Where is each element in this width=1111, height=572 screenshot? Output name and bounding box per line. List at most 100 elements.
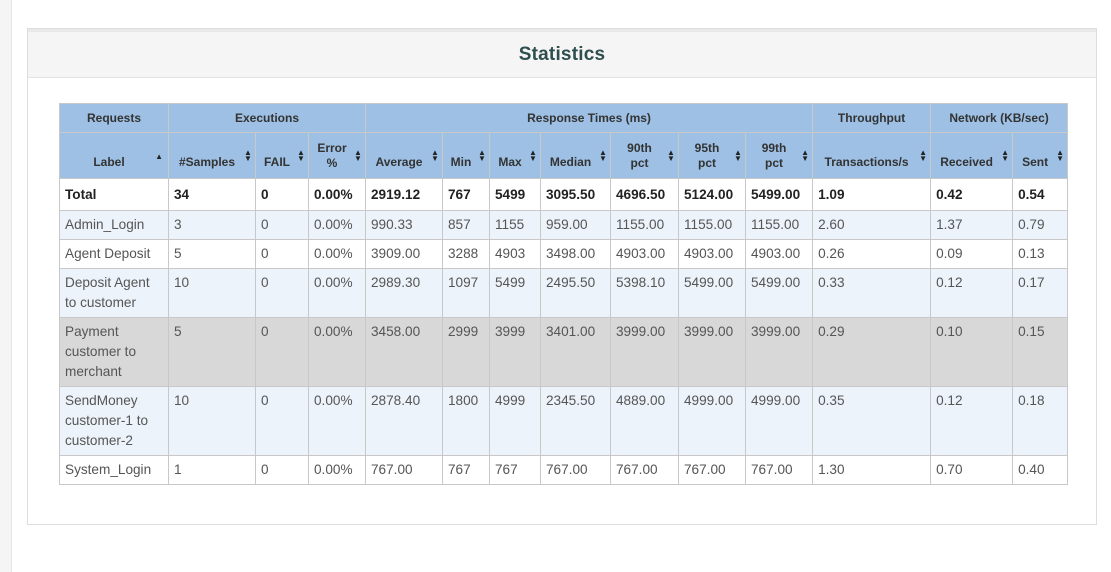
cell-transactions: 0.33 (812, 268, 932, 318)
sort-icon: ▲ ▼ (529, 147, 537, 163)
column-header-label[interactable]: Label ▲ (59, 132, 169, 179)
cell-samples: 1 (168, 455, 256, 485)
cell-error-pct: 0.00% (308, 455, 366, 485)
total-row: Total 34 0 0.00% 2919.12 767 5499 3095.5… (59, 178, 1069, 211)
cell-label: Agent Deposit (59, 239, 169, 269)
column-header-sent[interactable]: Sent ▲ ▼ (1012, 132, 1069, 179)
column-header-average-text: Average (375, 155, 423, 169)
cell-received: 1.37 (930, 210, 1014, 240)
cell-label: Deposit Agent to customer (59, 268, 169, 318)
sort-ascending-icon: ▲ (155, 151, 163, 161)
cell-average: 3909.00 (365, 239, 443, 269)
cell-min: 767 (442, 455, 490, 485)
column-header-min-text: Min (450, 155, 472, 169)
column-header-error-pct[interactable]: Error % ▲ ▼ (308, 132, 366, 179)
cell-fail: 0 (255, 268, 309, 318)
cell-p90: 3999.00 (610, 317, 679, 387)
cell-error-pct: 0.00% (308, 386, 366, 456)
cell-fail: 0 (255, 239, 309, 269)
cell-samples: 10 (168, 386, 256, 456)
column-header-p99[interactable]: 99th pct ▲ ▼ (744, 132, 814, 179)
cell-received: 0.12 (930, 268, 1014, 318)
cell-sent: 0.54 (1012, 178, 1069, 211)
column-header-p99-text: 99th pct (762, 141, 787, 171)
cell-p95: 5499.00 (678, 268, 746, 318)
column-header-min[interactable]: Min ▲ ▼ (442, 132, 490, 179)
column-header-median[interactable]: Median ▲ ▼ (540, 132, 611, 179)
column-header-sent-text: Sent (1022, 155, 1049, 169)
cell-max: 3999 (489, 317, 541, 387)
sort-icon: ▲ ▼ (297, 147, 305, 163)
sort-icon: ▲ ▼ (734, 147, 742, 163)
table-row: Agent Deposit 5 0 0.00% 3909.00 3288 490… (59, 239, 1069, 269)
column-header-p95-text: 95th pct (695, 141, 720, 171)
cell-average: 2878.40 (365, 386, 443, 456)
error-pct-line1: Error (317, 140, 347, 155)
cell-min: 2999 (442, 317, 490, 387)
group-header-network: Network (KB/sec) (930, 103, 1069, 133)
cell-median: 2495.50 (540, 268, 611, 318)
cell-p99: 5499.00 (744, 268, 814, 318)
group-header-throughput: Throughput (812, 103, 932, 133)
cell-p99: 767.00 (744, 455, 814, 485)
column-header-received[interactable]: Received ▲ ▼ (930, 132, 1014, 179)
table-row: Deposit Agent to customer 10 0 0.00% 298… (59, 268, 1069, 318)
cell-received: 0.10 (930, 317, 1014, 387)
cell-p95: 1155.00 (678, 210, 746, 240)
cell-average: 2989.30 (365, 268, 443, 318)
cell-sent: 0.79 (1012, 210, 1069, 240)
p95-line2: pct (698, 155, 716, 170)
cell-transactions: 2.60 (812, 210, 932, 240)
cell-median: 767.00 (540, 455, 611, 485)
column-header-p90[interactable]: 90th pct ▲ ▼ (610, 132, 679, 179)
cell-p90: 4889.00 (610, 386, 679, 456)
cell-fail: 0 (255, 386, 309, 456)
cell-p95: 767.00 (678, 455, 746, 485)
cell-transactions: 1.30 (812, 455, 932, 485)
sort-icon: ▲ ▼ (354, 147, 362, 163)
column-header-max-text: Max (498, 155, 522, 169)
cell-median: 3498.00 (540, 239, 611, 269)
cell-p95: 4999.00 (678, 386, 746, 456)
cell-average: 767.00 (365, 455, 443, 485)
cell-median: 3095.50 (540, 178, 611, 211)
cell-error-pct: 0.00% (308, 239, 366, 269)
cell-p99: 1155.00 (744, 210, 814, 240)
cell-min: 857 (442, 210, 490, 240)
column-header-row: Label ▲ #Samples ▲ ▼ FAIL ▲ ▼ Error % ▲ ▼ (59, 132, 1069, 179)
column-header-transactions[interactable]: Transactions/s ▲ ▼ (812, 132, 932, 179)
cell-max: 5499 (489, 268, 541, 318)
cell-p99: 4999.00 (744, 386, 814, 456)
column-header-median-text: Median (549, 155, 592, 169)
group-header-requests: Requests (59, 103, 169, 133)
cell-sent: 0.15 (1012, 317, 1069, 387)
page-title: Statistics (518, 43, 606, 65)
column-header-max[interactable]: Max ▲ ▼ (489, 132, 541, 179)
column-header-p95[interactable]: 95th pct ▲ ▼ (678, 132, 746, 179)
p90-line2: pct (630, 155, 649, 170)
statistics-panel: Statistics Requests Executions Response … (27, 28, 1097, 525)
sort-icon: ▲ ▼ (431, 147, 439, 163)
group-header-row: Requests Executions Response Times (ms) … (59, 103, 1069, 133)
column-header-fail[interactable]: FAIL ▲ ▼ (255, 132, 309, 179)
cell-p95: 5124.00 (678, 178, 746, 211)
sort-icon: ▲ ▼ (478, 147, 486, 163)
cell-samples: 3 (168, 210, 256, 240)
cell-label: Total (59, 178, 169, 211)
column-header-average[interactable]: Average ▲ ▼ (365, 132, 443, 179)
cell-label: Admin_Login (59, 210, 169, 240)
cell-samples: 34 (168, 178, 256, 211)
column-header-samples[interactable]: #Samples ▲ ▼ (168, 132, 256, 179)
cell-average: 2919.12 (365, 178, 443, 211)
page-left-gutter (0, 0, 12, 572)
sort-icon: ▲ ▼ (1056, 147, 1065, 163)
cell-fail: 0 (255, 317, 309, 387)
cell-label: SendMoney customer-1 to customer-2 (59, 386, 169, 456)
table-row-highlighted: Payment customer to merchant 5 0 0.00% 3… (59, 317, 1069, 387)
cell-min: 3288 (442, 239, 490, 269)
cell-error-pct: 0.00% (308, 178, 366, 211)
cell-max: 4999 (489, 386, 541, 456)
cell-received: 0.12 (930, 386, 1014, 456)
cell-max: 5499 (489, 178, 541, 211)
p90-line1: 90th (627, 140, 652, 155)
